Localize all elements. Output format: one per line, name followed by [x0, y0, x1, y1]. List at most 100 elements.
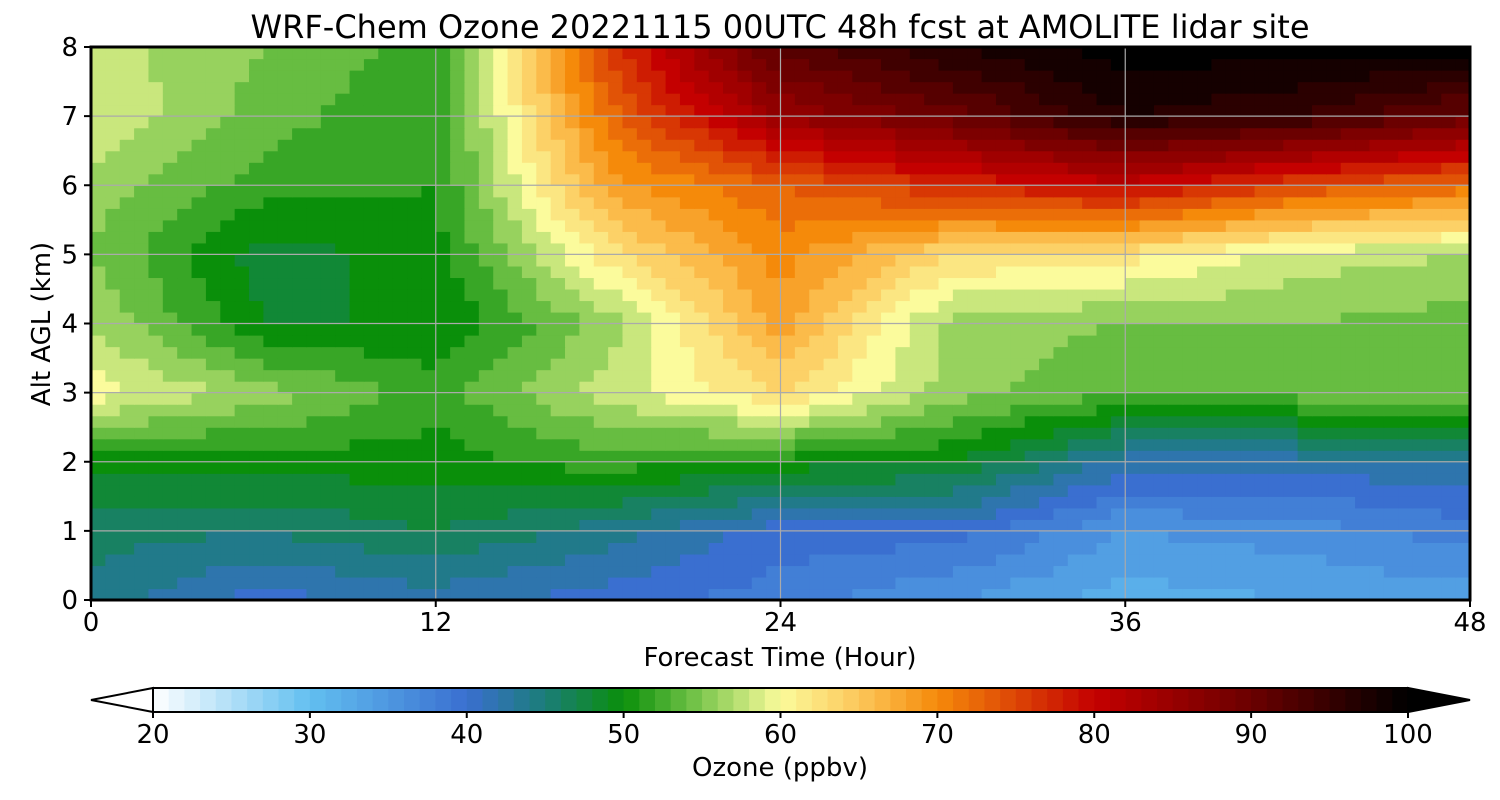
- heatmap-cell: [263, 588, 279, 601]
- heatmap-cell: [378, 162, 394, 175]
- colorbar-segment: [1157, 688, 1174, 712]
- heatmap-cell: [1010, 219, 1026, 232]
- heatmap-cell: [119, 265, 135, 279]
- heatmap-cell: [1240, 162, 1256, 175]
- heatmap-cell: [766, 496, 782, 509]
- heatmap-cell: [521, 58, 537, 71]
- heatmap-cell: [794, 173, 810, 186]
- heatmap-cell: [809, 81, 825, 94]
- heatmap-cell: [608, 139, 624, 152]
- heatmap-cell: [694, 185, 710, 198]
- heatmap-cell: [1039, 185, 1055, 198]
- heatmap-cell: [708, 104, 724, 117]
- heatmap-cell: [105, 450, 121, 463]
- heatmap-cell: [277, 427, 293, 440]
- heatmap-cell: [134, 519, 150, 532]
- heatmap-cell: [478, 484, 494, 497]
- heatmap-cell: [579, 116, 595, 129]
- heatmap-cell: [220, 254, 236, 267]
- heatmap-cell: [1039, 116, 1055, 129]
- heatmap-cell: [234, 265, 250, 279]
- heatmap-cell: [349, 335, 365, 348]
- heatmap-cell: [521, 450, 537, 463]
- heatmap-cell: [1053, 358, 1069, 371]
- heatmap-cell: [191, 70, 207, 83]
- heatmap-cell: [263, 162, 279, 175]
- heatmap-cell: [507, 530, 523, 543]
- heatmap-cell: [881, 346, 897, 359]
- heatmap-cell: [205, 311, 221, 325]
- heatmap-cell: [881, 381, 897, 394]
- heatmap-cell: [837, 519, 853, 532]
- heatmap-cell: [148, 507, 164, 520]
- heatmap-cell: [134, 404, 150, 417]
- heatmap-cell: [148, 323, 164, 336]
- heatmap-cell: [478, 162, 494, 175]
- heatmap-cell: [952, 81, 968, 94]
- heatmap-cell: [177, 484, 193, 497]
- heatmap-cell: [407, 415, 422, 428]
- heatmap-cell: [1254, 588, 1270, 601]
- heatmap-cell: [392, 438, 408, 451]
- heatmap-cell: [205, 219, 221, 232]
- heatmap-cell: [608, 265, 624, 279]
- heatmap-cell: [837, 565, 853, 578]
- colorbar-segment: [1062, 688, 1080, 712]
- heatmap-cell: [823, 254, 839, 267]
- heatmap-cell: [507, 311, 523, 325]
- heatmap-cell: [794, 519, 810, 532]
- heatmap-cell: [794, 208, 810, 221]
- heatmap-cell: [823, 277, 839, 290]
- y-tick-label: 8: [61, 33, 78, 63]
- heatmap-cell: [119, 173, 135, 186]
- heatmap-cell: [708, 185, 724, 198]
- heatmap-cell: [1311, 415, 1327, 428]
- heatmap-cell: [1153, 150, 1169, 163]
- heatmap-cell: [91, 162, 106, 175]
- heatmap-cell: [1268, 484, 1284, 497]
- heatmap-cell: [521, 265, 537, 279]
- heatmap-cell: [665, 311, 681, 325]
- heatmap-cell: [392, 116, 408, 129]
- heatmap-cell: [981, 231, 997, 244]
- heatmap-cell: [1182, 277, 1198, 290]
- heatmap-cell: [234, 93, 250, 106]
- heatmap-cell: [952, 150, 968, 163]
- heatmap-cell: [277, 553, 293, 567]
- heatmap-cell: [1110, 150, 1126, 163]
- heatmap-cell: [981, 219, 997, 232]
- heatmap-cell: [234, 58, 250, 71]
- heatmap-cell: [593, 231, 609, 244]
- heatmap-cell: [679, 542, 695, 555]
- heatmap-cell: [924, 381, 940, 394]
- heatmap-cell: [1311, 427, 1327, 440]
- heatmap-cell: [565, 358, 580, 371]
- heatmap-cell: [320, 427, 336, 440]
- heatmap-cell: [809, 311, 825, 325]
- heatmap-cell: [407, 254, 422, 267]
- heatmap-cell: [651, 139, 667, 152]
- heatmap-cell: [1082, 358, 1098, 371]
- heatmap-cell: [981, 288, 997, 302]
- heatmap-cell: [651, 127, 667, 140]
- heatmap-cell: [651, 277, 667, 290]
- heatmap-cell: [679, 70, 695, 83]
- heatmap-cell: [924, 415, 940, 428]
- heatmap-cell: [1340, 323, 1356, 336]
- heatmap-cell: [909, 70, 925, 83]
- heatmap-cell: [478, 242, 494, 255]
- heatmap-cell: [608, 208, 624, 221]
- heatmap-cell: [1067, 173, 1083, 186]
- heatmap-cell: [1283, 81, 1299, 94]
- heatmap-cell: [579, 162, 595, 175]
- heatmap-cell: [952, 265, 968, 279]
- heatmap-cell: [952, 519, 968, 532]
- heatmap-cell: [1240, 542, 1256, 555]
- heatmap-cell: [1182, 438, 1198, 451]
- heatmap-cell: [1240, 404, 1256, 417]
- heatmap-cell: [909, 542, 925, 555]
- heatmap-cell: [952, 473, 968, 486]
- heatmap-cell: [967, 70, 983, 83]
- heatmap-cell: [751, 311, 767, 325]
- heatmap-cell: [881, 116, 897, 129]
